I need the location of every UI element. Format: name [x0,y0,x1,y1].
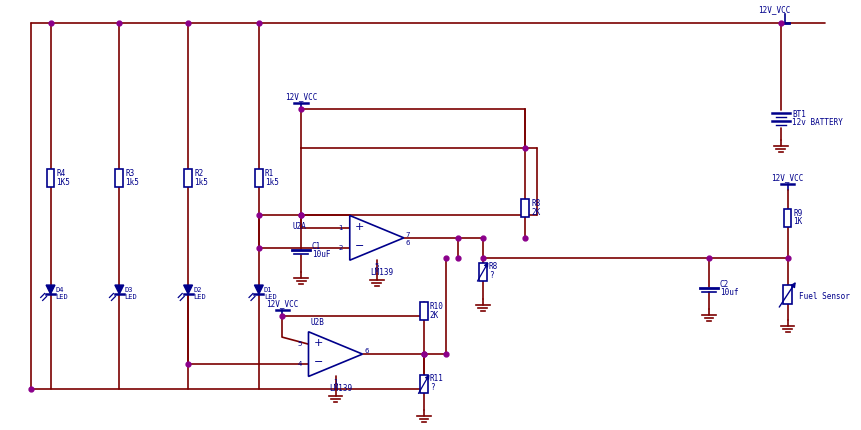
Text: −: − [313,357,322,367]
Polygon shape [308,332,362,376]
Polygon shape [350,215,403,260]
Text: R8: R8 [488,262,498,271]
Text: R10: R10 [430,302,443,311]
Text: D1: D1 [263,286,272,292]
Text: R2: R2 [194,169,203,178]
Text: 12V_VCC: 12V_VCC [266,299,298,308]
Text: 2K: 2K [430,311,438,320]
Bar [782,285,791,304]
Text: D3: D3 [124,286,133,292]
Text: 1k5: 1k5 [194,178,208,187]
Polygon shape [254,285,263,294]
Text: +: + [354,222,363,232]
Text: 10uf: 10uf [719,288,737,297]
Text: 6: 6 [364,348,369,354]
Text: 1k5: 1k5 [264,178,278,187]
Text: LED: LED [193,295,206,301]
Polygon shape [183,285,192,294]
Text: R3: R3 [125,169,134,178]
Text: C1: C1 [312,242,321,251]
Text: Fuel Sensor: Fuel Sensor [798,292,849,301]
Text: 6: 6 [406,240,410,246]
Text: 2: 2 [338,245,343,251]
Text: LED: LED [124,295,137,301]
Text: 10uF: 10uF [312,250,330,259]
Text: LM139: LM139 [329,384,351,393]
Text: 1K: 1K [792,218,802,227]
Bar [479,263,486,280]
Text: ?: ? [488,271,492,280]
Text: C2: C2 [719,280,728,289]
Text: D4: D4 [55,286,64,292]
Polygon shape [46,285,55,294]
Text: 5: 5 [297,341,301,347]
Bar [255,169,263,187]
Text: 2K: 2K [530,208,540,217]
Text: 1: 1 [338,225,343,231]
Text: 1: 1 [333,379,338,385]
Text: 12v BATTERY: 12v BATTERY [791,118,842,127]
Text: U2A: U2A [292,222,306,231]
Text: LM139: LM139 [369,268,393,277]
Text: R4: R4 [56,169,65,178]
Text: 12V_VCC: 12V_VCC [771,173,802,182]
Bar [419,302,427,320]
Text: D2: D2 [193,286,201,292]
Polygon shape [115,285,124,294]
Text: R8: R8 [530,199,540,208]
Text: LED: LED [55,295,68,301]
Text: R9: R9 [792,209,802,218]
Text: BT1: BT1 [791,110,805,119]
Bar [419,375,427,393]
Text: −: − [354,241,363,251]
Bar [184,169,192,187]
Text: 7: 7 [406,232,410,238]
Bar [115,169,123,187]
Text: LED: LED [263,295,276,301]
Text: 12V_VCC: 12V_VCC [285,92,317,101]
Text: ?: ? [430,384,434,393]
Bar [783,209,790,227]
Text: 12V_VCC: 12V_VCC [757,5,790,14]
Text: R1: R1 [264,169,274,178]
Text: 4: 4 [297,361,301,367]
Text: 1K5: 1K5 [56,178,71,187]
Text: 1k5: 1k5 [125,178,139,187]
Bar [521,199,529,217]
Text: +: + [313,338,322,348]
Text: 5: 5 [375,263,379,269]
Bar [46,169,54,187]
Text: U2B: U2B [311,318,325,327]
Text: R11: R11 [430,375,443,384]
